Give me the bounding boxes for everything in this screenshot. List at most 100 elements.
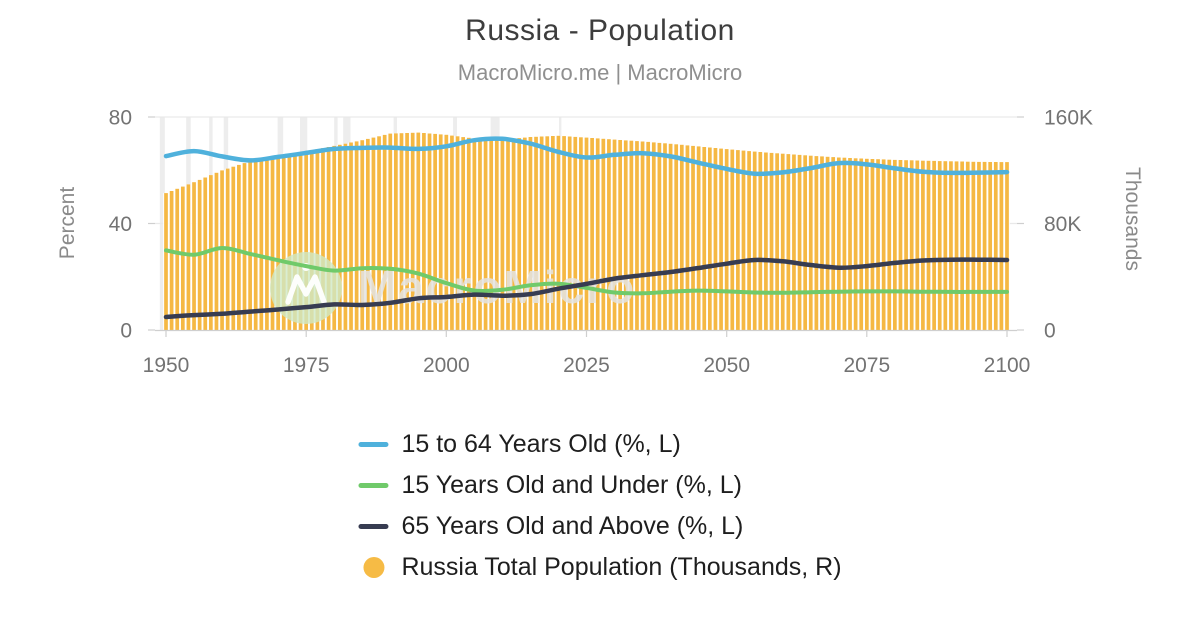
- population-bar: [657, 142, 662, 330]
- population-bar: [416, 132, 421, 330]
- population-bar: [932, 160, 936, 330]
- population-bar: [438, 134, 443, 330]
- population-bar: [887, 159, 892, 330]
- x-axis-tick-label: 1950: [143, 354, 190, 377]
- population-bar: [534, 136, 538, 330]
- population-bar: [685, 145, 690, 330]
- x-axis-tick-label: 2000: [423, 354, 470, 377]
- left-axis-tick-label: 80: [109, 107, 132, 130]
- x-axis-tick-label: 2025: [563, 354, 610, 377]
- population-bar: [382, 134, 387, 330]
- x-axis-tick-label: 2075: [843, 354, 890, 377]
- population-bar: [562, 136, 566, 330]
- population-bar: [820, 156, 824, 330]
- population-bar: [349, 142, 353, 330]
- population-bar: [786, 154, 791, 330]
- legend-label: 65 Years Old and Above (%, L): [401, 512, 744, 540]
- population-bar: [651, 142, 656, 330]
- population-bar: [237, 164, 241, 330]
- population-bar: [354, 141, 359, 330]
- population-bar: [853, 158, 858, 330]
- population-bar: [332, 145, 337, 330]
- population-bar: [775, 153, 779, 330]
- population-bar: [937, 161, 942, 330]
- x-axis-tick-label: 2100: [984, 354, 1031, 377]
- population-bar: [539, 136, 544, 330]
- population-bar: [696, 146, 701, 330]
- population-bar: [377, 136, 381, 330]
- population-bar: [797, 154, 802, 330]
- population-bar: [506, 139, 510, 330]
- population-bar: [836, 157, 841, 330]
- population-bar: [298, 152, 303, 330]
- population-bar: [472, 138, 477, 330]
- population-bar: [915, 160, 920, 330]
- legend-label: 15 to 64 Years Old (%, L): [401, 430, 681, 458]
- population-bar: [876, 159, 880, 330]
- population-bar: [253, 160, 258, 330]
- population-bar: [724, 149, 729, 330]
- population-bar: [500, 139, 505, 330]
- population-bar: [702, 147, 707, 330]
- population-bar: [640, 141, 645, 330]
- population-bar: [674, 144, 679, 330]
- population-bar: [450, 135, 454, 330]
- population-bar: [713, 148, 718, 330]
- population-bar: [399, 133, 404, 330]
- population-bar: [898, 160, 903, 330]
- population-bar: [993, 162, 998, 330]
- legend-item-total-population[interactable]: Russia Total Population (Thousands, R): [358, 547, 842, 588]
- population-bar: [259, 159, 264, 330]
- population-bar: [220, 170, 224, 330]
- total-population-bars: [163, 132, 1010, 330]
- population-bar: [808, 155, 813, 330]
- legend-item-15-to-64[interactable]: 15 to 64 Years Old (%, L): [358, 424, 841, 465]
- population-bar: [601, 138, 606, 330]
- population-bar: [764, 152, 768, 330]
- population-bar: [758, 152, 763, 330]
- population-bar: [466, 137, 471, 330]
- population-bar: [999, 162, 1004, 330]
- legend-item-15-and-under[interactable]: 15 Years Old and Under (%, L): [358, 465, 841, 506]
- population-bar: [646, 141, 651, 330]
- population-bar: [304, 151, 309, 330]
- population-bar: [522, 137, 527, 330]
- population-bar: [663, 143, 667, 330]
- population-bar: [965, 161, 970, 330]
- population-bar: [248, 161, 252, 330]
- population-bar: [752, 151, 757, 330]
- population-bar: [623, 140, 628, 330]
- population-bar: [405, 133, 409, 330]
- population-bar: [618, 140, 622, 330]
- legend-label: 15 Years Old and Under (%, L): [401, 471, 742, 499]
- population-bar: [584, 137, 589, 330]
- population-bar: [180, 186, 185, 330]
- left-axis-tick-label: 0: [120, 320, 132, 343]
- population-bar: [427, 133, 432, 330]
- population-bar: [326, 147, 331, 330]
- population-bar: [977, 161, 981, 330]
- population-bar: [276, 156, 280, 330]
- population-bar: [635, 141, 639, 330]
- population-bar: [545, 136, 550, 330]
- line-series-0: [163, 136, 1010, 177]
- watermark-mountain-m-icon: [285, 274, 327, 305]
- population-bar: [242, 163, 247, 330]
- population-bar: [315, 149, 320, 330]
- population-bar: [478, 138, 482, 330]
- legend-item-65-and-above[interactable]: 65 Years Old and Above (%, L): [358, 506, 841, 547]
- population-bar: [814, 156, 819, 330]
- population-bar: [926, 160, 931, 330]
- chart-subtitle: MacroMicro.me | MacroMicro: [457, 60, 743, 85]
- population-bar: [175, 188, 180, 330]
- population-bar: [780, 153, 785, 330]
- population-bar: [461, 137, 466, 330]
- population-bar: [164, 193, 168, 330]
- population-bar: [949, 161, 953, 330]
- population-bar: [489, 139, 494, 330]
- population-bar: [270, 157, 275, 330]
- population-bar: [567, 136, 572, 330]
- population-bar: [842, 157, 847, 330]
- population-bar: [365, 138, 370, 330]
